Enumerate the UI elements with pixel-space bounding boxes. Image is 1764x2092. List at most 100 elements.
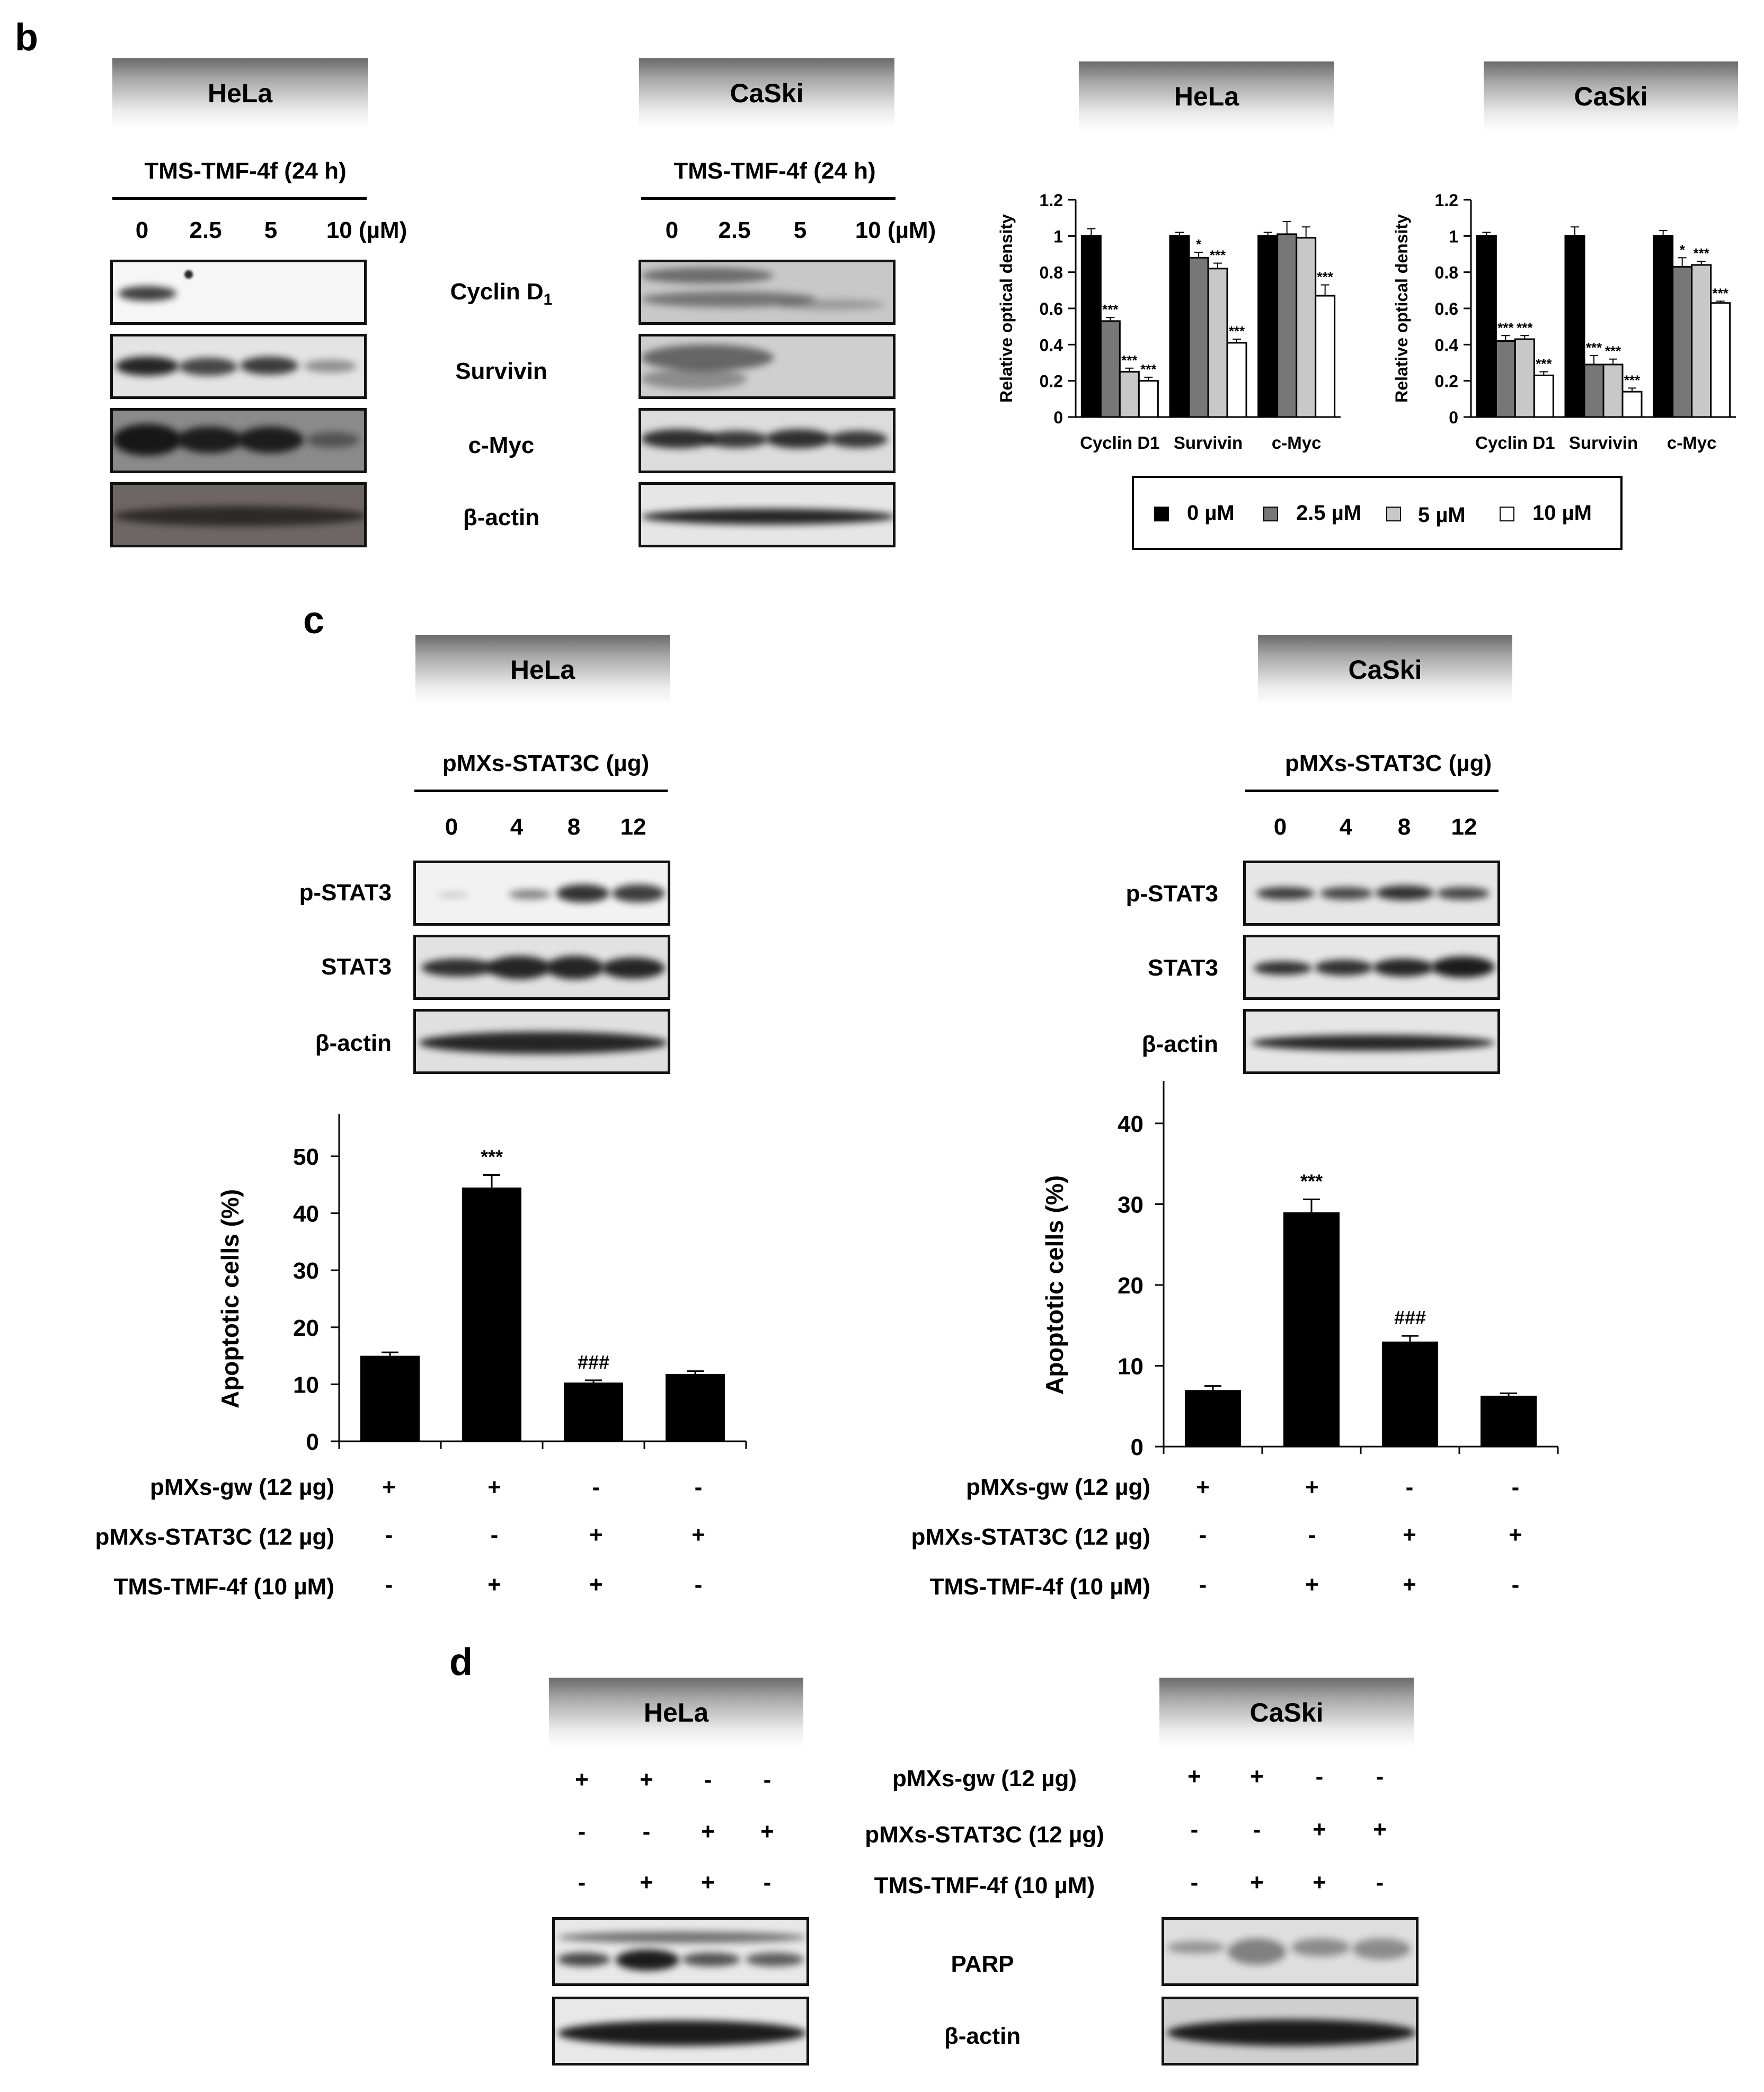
d-caski-sign-0-0: +	[1187, 1763, 1201, 1789]
c-caski-dose-3: 12	[1451, 814, 1477, 840]
b-caski-ytick-label-2: 0.4	[1435, 335, 1459, 354]
c-caski-annot-1: ***	[1300, 1170, 1323, 1192]
legend-swatch-1	[1263, 507, 1278, 521]
d-caski-parp-blot	[1162, 1917, 1419, 1986]
caski-beta-actin-blot	[639, 482, 896, 547]
hela-dose-1: 2.5	[189, 217, 222, 243]
caski-blot-header: CaSki	[639, 58, 894, 128]
c-hela-sign-2-3: -	[694, 1572, 703, 1598]
hela-density-chart-header-label: HeLa	[1174, 82, 1239, 111]
caski-density-chart-header-label: CaSki	[1574, 82, 1648, 111]
b-caski-sig-2-3: ***	[1712, 285, 1728, 301]
c-hela-sign-2-0: -	[385, 1572, 393, 1598]
hela-blot-header: HeLa	[112, 58, 368, 128]
c-hela-bar-0	[360, 1355, 420, 1441]
c-caski-sign-0-0: +	[1196, 1474, 1210, 1500]
c-hela-sign-0-1: +	[487, 1474, 501, 1500]
b-caski-sig-1-1: ***	[1586, 340, 1602, 356]
c-hela-sign-1-0: -	[385, 1522, 393, 1548]
b-caski-ytick-label-1: 0.2	[1435, 372, 1458, 391]
b-hela-sig-1-2: ***	[1210, 247, 1226, 263]
b-caski-sig-2-2: ***	[1693, 245, 1709, 261]
d-hela-header-label: HeLa	[643, 1698, 709, 1727]
c-caski-sign-1-0: -	[1199, 1522, 1207, 1548]
protein-label-cyclin-d1: Cyclin D1	[450, 279, 553, 308]
c-hela-sign-2-2: +	[589, 1572, 603, 1598]
caski-cyclin-d1-blot	[639, 260, 896, 325]
legend-label-1: 2.5 µM	[1296, 501, 1362, 525]
b-caski-ytick-label-6: 1.2	[1435, 191, 1458, 210]
b-hela-bar-0-1	[1100, 320, 1121, 418]
b-caski-ytick-label-4: 0.8	[1435, 263, 1458, 282]
c-hela-condition-2: TMS-TMF-4f (10 µM)	[113, 1574, 334, 1600]
c-caski-header-label: CaSki	[1348, 655, 1422, 685]
c-hela-dose-3: 12	[620, 814, 646, 840]
b-hela-sig-0-2: ***	[1121, 352, 1138, 368]
c-hela-sign-1-2: +	[589, 1522, 603, 1548]
caski-survivin-blot	[639, 334, 896, 399]
b-hela-bar-2-2	[1296, 237, 1317, 418]
c-hela-ytick-label-0: 0	[306, 1429, 319, 1455]
hela-dose-3: 10 (µM)	[326, 217, 407, 243]
legend-label-2: 5 µM	[1418, 503, 1466, 527]
c-caski-ylabel: Apoptotic cells (%)	[1041, 1175, 1068, 1395]
protein-label-survivin: Survivin	[455, 358, 547, 384]
hela-beta-actin-blot	[110, 482, 367, 547]
c-caski-sign-0-2: -	[1405, 1474, 1414, 1500]
b-caski-bar-0-3	[1533, 374, 1554, 418]
c-hela-ytick-label-3: 30	[293, 1258, 319, 1284]
c-hela-ytick-label-5: 50	[293, 1144, 319, 1170]
b-hela-bar-0-0	[1080, 235, 1102, 418]
c-caski-bar-1	[1283, 1212, 1340, 1447]
c-caski-condition-2: TMS-TMF-4f (10 µM)	[929, 1574, 1150, 1600]
caski-blot-header-label: CaSki	[730, 78, 804, 108]
b-caski-sig-1-2: ***	[1605, 343, 1621, 359]
hela-blot-header-label: HeLa	[207, 78, 273, 108]
hela-treatment-underline	[112, 197, 367, 200]
d-hela-sign-0-1: +	[640, 1767, 653, 1793]
b-hela-bar-1-3	[1226, 342, 1247, 418]
c-hela-ytick-label-1: 10	[293, 1372, 319, 1398]
d-caski-sign-1-3: +	[1373, 1816, 1387, 1842]
b-hela-sig-2-3: ***	[1317, 269, 1333, 285]
c-caski-ytick-label-2: 20	[1118, 1273, 1144, 1299]
b-hela-sig-1-3: ***	[1229, 323, 1245, 339]
d-condition-1: pMXs-STAT3C (12 µg)	[865, 1822, 1104, 1848]
b-hela-ylabel: Relative optical density	[997, 214, 1016, 403]
density-legend: 0 µM 2.5 µM 5 µM 10 µM	[1132, 476, 1623, 550]
c-caski-protein-stat3: STAT3	[1148, 955, 1218, 981]
panel-c-letter: c	[303, 599, 325, 642]
c-caski-p-stat3-blot	[1243, 861, 1500, 926]
d-caski-sign-1-2: +	[1313, 1816, 1326, 1842]
d-hela-parp-blot	[552, 1917, 809, 1986]
d-hela-sign-2-1: +	[640, 1869, 653, 1895]
c-caski-ytick-label-4: 40	[1118, 1111, 1144, 1137]
c-caski-protein-beta-actin: β-actin	[1141, 1031, 1218, 1057]
caski-dose-3: 10 (µM)	[855, 217, 936, 243]
d-hela-sign-2-2: +	[701, 1869, 715, 1895]
b-caski-bar-0-1	[1495, 340, 1516, 418]
caski-density-chart-header: CaSki	[1484, 61, 1738, 131]
caski-dose-0: 0	[665, 217, 679, 243]
b-hela-ytick-label-5: 1	[1053, 227, 1063, 246]
legend-swatch-0	[1154, 507, 1169, 521]
b-caski-ytick-label-0: 0	[1449, 408, 1458, 427]
caski-c-myc-blot	[639, 408, 896, 473]
b-caski-bar-1-0	[1564, 235, 1585, 418]
c-caski-sign-1-1: -	[1308, 1522, 1316, 1548]
d-condition-0: pMXs-gw (12 µg)	[892, 1766, 1077, 1792]
c-caski-sign-2-1: +	[1305, 1572, 1319, 1598]
b-hela-ytick-label-0: 0	[1053, 408, 1063, 427]
c-hela-protein-beta-actin: β-actin	[315, 1030, 392, 1056]
d-hela-sign-1-2: +	[701, 1819, 715, 1845]
c-hela-sign-1-1: -	[490, 1522, 499, 1548]
c-caski-bar-3	[1481, 1395, 1537, 1447]
c-caski-sign-1-2: +	[1403, 1522, 1416, 1548]
d-hela-sign-0-0: +	[575, 1767, 589, 1793]
c-hela-dose-0: 0	[445, 814, 458, 840]
protein-label-c-myc: c-Myc	[468, 432, 535, 458]
d-hela-header: HeLa	[549, 1678, 803, 1748]
c-hela-header: HeLa	[415, 635, 670, 705]
c-caski-condition-0: pMXs-gw (12 µg)	[965, 1474, 1150, 1500]
d-caski-sign-2-2: +	[1313, 1869, 1326, 1895]
